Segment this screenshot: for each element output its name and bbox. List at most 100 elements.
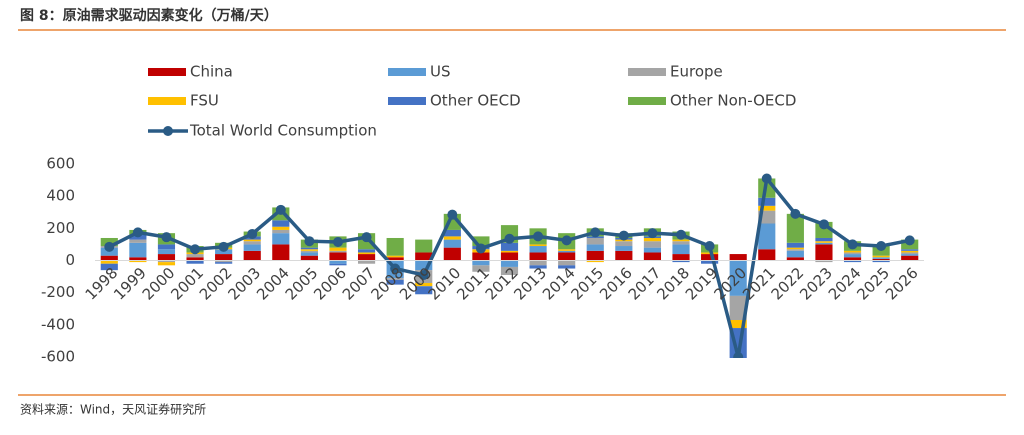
bar-segment bbox=[729, 295, 747, 321]
bar-segment bbox=[443, 229, 461, 237]
bar-segment bbox=[100, 263, 118, 271]
legend-swatch bbox=[148, 97, 186, 105]
bar-segment bbox=[357, 260, 376, 264]
bar-segment bbox=[215, 254, 233, 261]
bar-segment bbox=[815, 237, 833, 242]
legend-marker bbox=[163, 126, 173, 136]
legend-label: FSU bbox=[190, 92, 219, 110]
bar-segment bbox=[186, 257, 204, 261]
bar-segment bbox=[701, 254, 719, 261]
bar-segment bbox=[272, 244, 290, 261]
legend-swatch bbox=[388, 68, 426, 76]
bar-segment bbox=[100, 260, 118, 264]
bar-segment bbox=[615, 250, 633, 261]
bar-segment bbox=[215, 260, 233, 263]
x-tick-label: 2017 bbox=[625, 264, 665, 304]
x-tick-label: 2014 bbox=[539, 264, 579, 304]
bar-segment bbox=[157, 262, 176, 266]
bar-segment bbox=[329, 250, 347, 253]
bar-segment bbox=[758, 205, 776, 211]
bar-segment bbox=[300, 249, 318, 251]
x-tick-label: 2024 bbox=[825, 264, 865, 304]
bar-segment bbox=[472, 260, 490, 266]
bar-segment bbox=[272, 233, 290, 245]
bar-segment bbox=[786, 250, 804, 258]
bar-segment bbox=[500, 266, 519, 275]
bar-segment bbox=[472, 236, 490, 247]
bar-segment bbox=[615, 246, 633, 251]
bar-segment bbox=[329, 260, 347, 264]
total-marker bbox=[132, 227, 143, 238]
bar-segment bbox=[758, 249, 776, 261]
total-marker bbox=[761, 173, 772, 184]
x-tick-label: 2006 bbox=[310, 264, 350, 304]
y-tick-label: -600 bbox=[41, 348, 75, 366]
bar-segment bbox=[500, 260, 519, 267]
bar-segment bbox=[786, 257, 804, 261]
bar-segment bbox=[701, 252, 719, 255]
y-tick-label: -400 bbox=[41, 315, 75, 333]
bar-segment bbox=[730, 360, 747, 366]
y-tick-label: 200 bbox=[46, 219, 75, 237]
total-marker bbox=[247, 228, 258, 239]
bar-segment bbox=[243, 241, 261, 245]
bar-segment bbox=[415, 286, 433, 295]
total-marker bbox=[504, 233, 515, 244]
total-marker bbox=[447, 209, 458, 220]
bar-segment bbox=[586, 237, 604, 245]
bar-segment bbox=[729, 260, 747, 296]
x-tick-label: 2003 bbox=[225, 264, 265, 304]
bar-segment bbox=[415, 283, 433, 287]
bar-segment bbox=[586, 250, 604, 261]
y-tick-label: 600 bbox=[46, 155, 75, 173]
bar-segment bbox=[415, 239, 433, 253]
bar-segment bbox=[643, 237, 662, 242]
bar-segment bbox=[872, 257, 890, 259]
bar-segment bbox=[843, 250, 862, 253]
bar-segment bbox=[643, 252, 662, 261]
bar-segment bbox=[186, 254, 204, 258]
total-marker bbox=[647, 228, 658, 239]
y-tick-label: 400 bbox=[46, 187, 75, 205]
bar-segment bbox=[272, 226, 290, 230]
total-marker bbox=[676, 229, 687, 240]
total-marker bbox=[275, 204, 286, 215]
bar-segment bbox=[815, 244, 833, 261]
bar-segment bbox=[129, 260, 147, 263]
x-tick-label: 2004 bbox=[253, 264, 293, 304]
bar-segment bbox=[243, 244, 261, 251]
x-tick-label: 2000 bbox=[139, 264, 179, 304]
bar-segment bbox=[558, 260, 576, 266]
bar-segment bbox=[558, 265, 576, 269]
bar-segment bbox=[901, 254, 919, 256]
bar-segment bbox=[786, 247, 804, 250]
bar-segment bbox=[815, 242, 833, 245]
total-marker bbox=[818, 219, 829, 230]
bar-segment bbox=[901, 249, 919, 251]
total-marker bbox=[790, 208, 801, 219]
x-tick-label: 2007 bbox=[339, 264, 379, 304]
bar-segment bbox=[701, 260, 719, 264]
bar-segment bbox=[472, 265, 490, 272]
total-marker bbox=[876, 241, 887, 252]
total-marker bbox=[590, 227, 601, 238]
total-marker bbox=[847, 239, 858, 250]
x-tick-label: 2001 bbox=[167, 264, 207, 304]
legend-label: Europe bbox=[670, 63, 723, 81]
bar-segment bbox=[300, 247, 318, 250]
total-marker bbox=[733, 352, 744, 358]
bar-segment bbox=[558, 252, 576, 261]
legend-label: US bbox=[430, 63, 451, 81]
bar-segment bbox=[272, 229, 290, 234]
total-marker bbox=[475, 243, 486, 254]
plot-area bbox=[100, 173, 919, 366]
bar-segment bbox=[901, 250, 919, 253]
bar-segment bbox=[586, 244, 604, 251]
bar-segment bbox=[100, 255, 118, 261]
bar-segment bbox=[529, 244, 547, 247]
bar-segment bbox=[443, 236, 461, 240]
total-marker bbox=[104, 241, 115, 252]
bar-segment bbox=[529, 260, 547, 266]
bar-segment bbox=[529, 265, 547, 269]
bar-segment bbox=[643, 241, 662, 248]
